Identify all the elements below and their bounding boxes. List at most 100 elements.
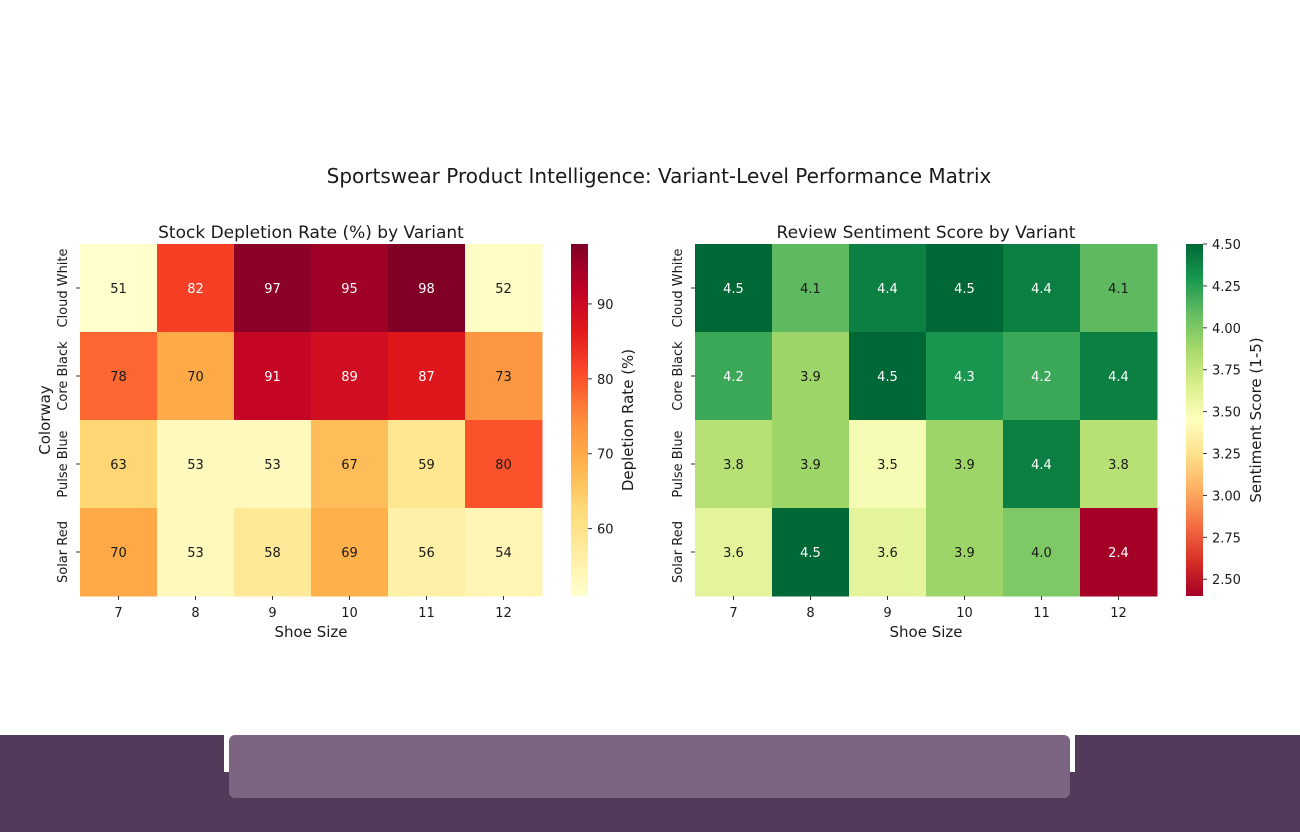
heatmap-depletion-cells: 51 82 97 95 98 52 78 70 91 89 87 73 63 53 53 67 59 80 70 53… bbox=[80, 244, 543, 597]
heatmap-sentiment-cells: 4.5 4.1 4.4 4.5 4.4 4.1 4.2 3.9 4.5 4.3 4.2 4.4 3.8 3… bbox=[695, 244, 1158, 597]
heatmap-depletion-title: Stock Depletion Rate (%) by Variant bbox=[158, 223, 464, 243]
heatmap-cell bbox=[234, 508, 312, 597]
y-tick-label: Solar Red bbox=[671, 521, 686, 583]
x-tick-label: 8 bbox=[191, 606, 199, 621]
heatmap-cell-value: 54 bbox=[495, 546, 512, 561]
colorbar-tick-label: 3.50 bbox=[1212, 406, 1241, 421]
heatmap-cell bbox=[80, 420, 158, 509]
colorbar-tick-label: 80 bbox=[597, 373, 614, 388]
heatmap-cell-value: 4.2 bbox=[1031, 370, 1052, 385]
colorbar-tick-label: 2.50 bbox=[1212, 573, 1241, 588]
heatmap-cell bbox=[234, 420, 312, 509]
colorbar-tick-label: 90 bbox=[597, 298, 614, 313]
x-tick-label: 8 bbox=[806, 606, 814, 621]
heatmap-cell-value: 63 bbox=[110, 458, 127, 473]
heatmap-cell bbox=[1003, 332, 1081, 421]
heatmap-cell-value: 4.4 bbox=[877, 282, 898, 297]
colorbar-depletion bbox=[571, 244, 588, 596]
heatmap-cell-value: 56 bbox=[418, 546, 435, 561]
x-tick-label: 9 bbox=[268, 606, 276, 621]
heatmap-depletion-ylabel: Colorway bbox=[36, 385, 54, 455]
heatmap-cell bbox=[388, 508, 466, 597]
heatmap-cell-value: 3.8 bbox=[723, 458, 744, 473]
heatmap-cell bbox=[849, 332, 927, 421]
heatmap-cell bbox=[695, 420, 773, 509]
heatmap-cell bbox=[465, 332, 543, 421]
heatmap-cell bbox=[772, 244, 850, 333]
heatmap-cell bbox=[1003, 420, 1081, 509]
heatmap-cell bbox=[772, 508, 850, 597]
heatmap-cell-value: 67 bbox=[341, 458, 358, 473]
heatmap-cell bbox=[1003, 244, 1081, 333]
heatmap-cell-value: 70 bbox=[110, 546, 127, 561]
heatmap-cell-value: 3.8 bbox=[1108, 458, 1129, 473]
heatmap-cell bbox=[157, 420, 235, 509]
heatmap-cell-value: 3.5 bbox=[877, 458, 898, 473]
heatmap-cell-value: 3.6 bbox=[723, 546, 744, 561]
x-tick-label: 10 bbox=[956, 606, 973, 621]
figure-title: Sportswear Product Intelligence: Variant… bbox=[327, 164, 992, 188]
heatmap-cell-value: 4.4 bbox=[1031, 458, 1052, 473]
heatmap-cell-value: 78 bbox=[110, 370, 127, 385]
heatmap-cell-value: 53 bbox=[187, 458, 204, 473]
x-tick-label: 11 bbox=[1033, 606, 1050, 621]
bottom-taskbar bbox=[0, 735, 1300, 832]
heatmap-cell bbox=[926, 508, 1004, 597]
heatmap-cell-value: 4.0 bbox=[1031, 546, 1052, 561]
heatmap-sentiment-x-ticks: 7 8 9 10 11 12 bbox=[729, 596, 1127, 621]
heatmap-cell-value: 80 bbox=[495, 458, 512, 473]
colorbar-sentiment bbox=[1186, 244, 1203, 596]
y-tick-label: Cloud White bbox=[671, 248, 686, 327]
heatmap-cell bbox=[80, 508, 158, 597]
heatmap-cell-value: 3.6 bbox=[877, 546, 898, 561]
y-tick-label: Solar Red bbox=[56, 521, 71, 583]
heatmap-cell bbox=[234, 332, 312, 421]
y-tick-label: Core Black bbox=[56, 341, 71, 411]
heatmap-sentiment-title: Review Sentiment Score by Variant bbox=[777, 223, 1076, 243]
heatmap-cell bbox=[695, 332, 773, 421]
heatmap-cell-value: 4.1 bbox=[800, 282, 821, 297]
heatmap-cell bbox=[388, 332, 466, 421]
y-tick-label: Cloud White bbox=[56, 248, 71, 327]
figure: Sportswear Product Intelligence: Variant… bbox=[36, 164, 1265, 641]
heatmap-cell bbox=[1080, 420, 1158, 509]
heatmap-cell-value: 4.2 bbox=[723, 370, 744, 385]
x-tick-label: 11 bbox=[418, 606, 435, 621]
heatmap-cell-value: 3.9 bbox=[800, 458, 821, 473]
heatmap-cell-value: 70 bbox=[187, 370, 204, 385]
heatmap-cell-value: 97 bbox=[264, 282, 281, 297]
heatmap-cell bbox=[311, 420, 389, 509]
heatmap-cell bbox=[465, 244, 543, 333]
colorbar-tick-label: 4.25 bbox=[1212, 280, 1241, 295]
heatmap-cell bbox=[311, 244, 389, 333]
taskbar-center-panel[interactable] bbox=[229, 735, 1070, 798]
heatmap-cell-value: 4.1 bbox=[1108, 282, 1129, 297]
colorbar-depletion-ticks: 60 70 80 90 bbox=[588, 298, 614, 538]
heatmap-cell bbox=[388, 244, 466, 333]
heatmap-cell bbox=[926, 244, 1004, 333]
heatmap-cell bbox=[311, 332, 389, 421]
heatmap-cell bbox=[234, 244, 312, 333]
heatmap-cell bbox=[157, 508, 235, 597]
heatmap-cell-value: 52 bbox=[495, 282, 512, 297]
heatmap-cell-value: 73 bbox=[495, 370, 512, 385]
heatmap-cell bbox=[465, 420, 543, 509]
heatmap-cell bbox=[80, 244, 158, 333]
heatmap-cell-value: 87 bbox=[418, 370, 435, 385]
colorbar-tick-label: 3.00 bbox=[1212, 489, 1241, 504]
heatmap-cell bbox=[465, 508, 543, 597]
x-tick-label: 12 bbox=[495, 606, 512, 621]
heatmap-cell bbox=[311, 508, 389, 597]
colorbar-depletion-label: Depletion Rate (%) bbox=[619, 349, 637, 491]
heatmap-cell-value: 4.5 bbox=[723, 282, 744, 297]
heatmap-cell bbox=[157, 332, 235, 421]
colorbar-tick-label: 3.75 bbox=[1212, 364, 1241, 379]
heatmap-cell bbox=[695, 244, 773, 333]
heatmap-sentiment: Review Sentiment Score by Variant 4.5 4.1… bbox=[671, 223, 1265, 641]
taskbar-right-segment bbox=[1075, 735, 1300, 775]
heatmap-cell-value: 4.3 bbox=[954, 370, 975, 385]
taskbar-left-segment bbox=[0, 735, 224, 775]
heatmap-cell-value: 51 bbox=[110, 282, 127, 297]
heatmap-cell-value: 58 bbox=[264, 546, 281, 561]
heatmap-cell-value: 98 bbox=[418, 282, 435, 297]
